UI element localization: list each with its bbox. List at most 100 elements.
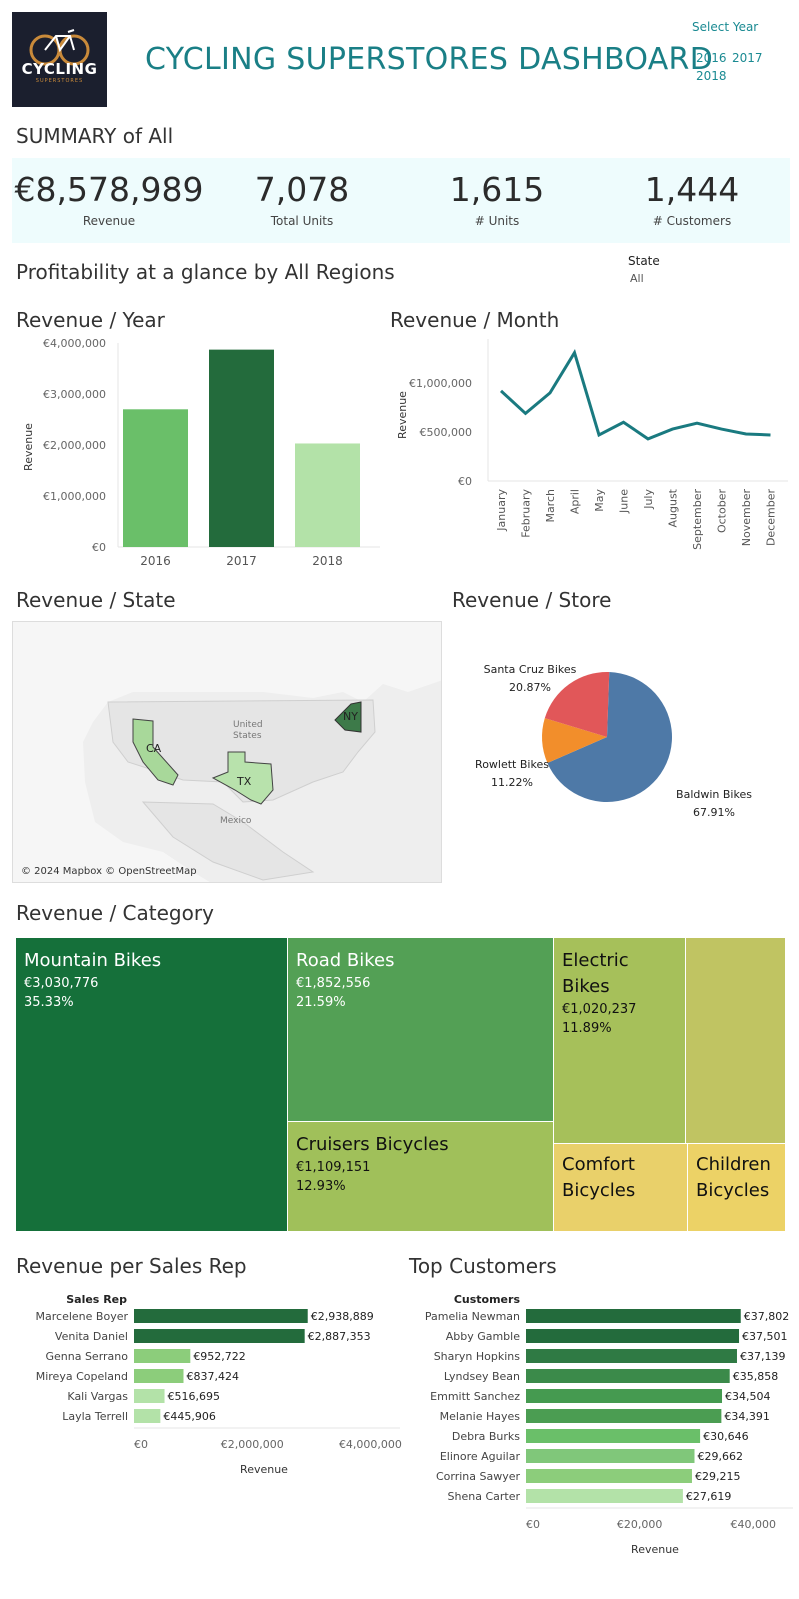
bar-layla-terrell[interactable] (134, 1409, 161, 1423)
kpi-units-value: 1,615 (449, 170, 545, 209)
y-tick-label: €500,000 (420, 426, 473, 439)
bar-venita-daniel[interactable] (134, 1329, 305, 1343)
bar-pamelia-newman[interactable] (526, 1309, 741, 1323)
pie-label-rowlett: Rowlett Bikes (475, 758, 549, 771)
year-bar-2017[interactable] (209, 349, 274, 547)
logo-subtext: SUPERSTORES (35, 78, 84, 84)
pie-slice-baldwin-bikes[interactable] (547, 672, 672, 802)
x-tick-label: €2,000,000 (221, 1438, 284, 1451)
kpi-revenue-value: €8,578,989 (14, 170, 204, 209)
pie-slice-santa-cruz-bikes[interactable] (544, 672, 610, 737)
bar-corrina-sawyer[interactable] (526, 1469, 692, 1483)
bar-lyndsey-bean[interactable] (526, 1369, 730, 1383)
bar-kali-vargas[interactable] (134, 1389, 165, 1403)
state-tx[interactable] (211, 751, 274, 805)
y-tick-label: €4,000,000 (43, 337, 106, 350)
year-bar-2016[interactable] (123, 409, 188, 547)
bar-shena-carter[interactable] (526, 1489, 683, 1503)
bar-genna-serrano[interactable] (134, 1349, 191, 1363)
bar-value-label: €445,906 (163, 1410, 216, 1423)
kpi-band: €8,578,989 Revenue 7,078 Total Units 1,6… (12, 158, 790, 243)
pie-pct-baldwin: 67.91% (693, 806, 735, 819)
map-label-states: States (233, 731, 262, 741)
x-tick-label: October (716, 489, 729, 533)
revenue-state-title: Revenue / State (16, 588, 176, 612)
x-tick-label: 2016 (140, 554, 171, 568)
kpi-revenue-label: Revenue (82, 214, 136, 228)
pie-label-santa-cruz: Santa Cruz Bikes (484, 663, 577, 676)
state-ny[interactable] (334, 701, 362, 733)
revenue-state-map[interactable]: CA TX NY United States Mexico © 2024 Map… (12, 621, 442, 883)
map-attribution[interactable]: © 2024 Mapbox © OpenStreetMap (21, 866, 197, 877)
x-tick-label: November (740, 489, 753, 547)
revenue-month-ylabel: Revenue (396, 391, 409, 439)
treemap-name: Comfort Bicycles (562, 1154, 636, 1201)
bar-row-label: Sharyn Hopkins (434, 1350, 521, 1363)
treemap-value: €1,020,237 (562, 1002, 637, 1017)
y-tick-label: €1,000,000 (409, 377, 472, 390)
x-tick-label: €40,000 (730, 1518, 776, 1531)
pie-slice-rowlett-bikes[interactable] (542, 718, 607, 763)
x-tick-label: May (593, 489, 606, 512)
bar-row-label: Melanie Hayes (440, 1410, 521, 1423)
bar-melanie-hayes[interactable] (526, 1409, 722, 1423)
treemap-cell-electric-bikes[interactable]: Electric Bikes €1,020,237 11.89% (554, 938, 686, 1144)
bar-value-label: €2,887,353 (308, 1330, 371, 1343)
bar-row-label: Pamelia Newman (425, 1310, 520, 1323)
treemap-value: €3,030,776 (24, 976, 99, 991)
bar-mireya-copeland[interactable] (134, 1369, 184, 1383)
sales-rep-title: Revenue per Sales Rep (16, 1254, 247, 1278)
treemap-cell-road-bikes[interactable]: Road Bikes €1,852,556 21.59% (288, 938, 554, 1122)
x-tick-label: 2017 (226, 554, 257, 568)
y-tick-label: €0 (92, 541, 106, 554)
kpi-customers-label: # Customers (652, 214, 732, 228)
revenue-category-title: Revenue / Category (16, 901, 214, 925)
state-filter-label: State (628, 254, 660, 268)
x-tick-label: September (691, 489, 704, 550)
treemap-cell-cruisers-bicycles[interactable]: Cruisers Bicycles €1,109,151 12.93% (288, 1122, 554, 1232)
bar-row-label: Kali Vargas (67, 1390, 128, 1403)
state-filter-value[interactable]: All (630, 272, 644, 285)
summary-title: SUMMARY of All (16, 124, 174, 148)
treemap-cell-children-bicycles[interactable]: Children Bicycles (688, 1144, 786, 1232)
treemap-name: Cruisers Bicycles (296, 1134, 449, 1155)
bar-value-label: €30,646 (703, 1430, 749, 1443)
x-tick-label: March (544, 489, 557, 523)
kpi-total-units-label: Total Units (270, 214, 334, 228)
treemap-cell-other[interactable] (686, 938, 786, 1144)
kpi-total-units-value: 7,078 (254, 170, 350, 209)
treemap-pct: 21.59% (296, 995, 346, 1010)
kpi-customers-value: 1,444 (644, 170, 740, 209)
bar-emmitt-sanchez[interactable] (526, 1389, 723, 1403)
bar-abby-gamble[interactable] (526, 1329, 740, 1343)
bar-value-label: €34,391 (724, 1410, 770, 1423)
treemap-cell-mountain-bikes[interactable]: Mountain Bikes €3,030,776 35.33% (16, 938, 288, 1232)
treemap-name: Electric Bikes (562, 950, 629, 997)
bar-elinore-aguilar[interactable] (526, 1449, 695, 1463)
treemap-pct: 35.33% (24, 995, 74, 1010)
revenue-year-title: Revenue / Year (16, 308, 165, 332)
bar-value-label: €34,504 (725, 1390, 771, 1403)
treemap-cell-comfort-bicycles[interactable]: Comfort Bicycles (554, 1144, 688, 1232)
year-bar-2018[interactable] (295, 443, 360, 547)
customers-xlabel: Revenue (631, 1543, 679, 1556)
bar-marcelene-boyer[interactable] (134, 1309, 308, 1323)
bar-debra-burks[interactable] (526, 1429, 701, 1443)
bar-value-label: €37,802 (744, 1310, 790, 1323)
x-tick-label: December (765, 489, 778, 547)
bar-value-label: €952,722 (193, 1350, 246, 1363)
bar-sharyn-hopkins[interactable] (526, 1349, 737, 1363)
treemap-value: €1,109,151 (296, 1160, 371, 1175)
revenue-category-treemap: Mountain Bikes €3,030,776 35.33% Road Bi… (16, 938, 786, 1232)
bar-row-label: Emmitt Sanchez (430, 1390, 520, 1403)
ocean-region (13, 622, 441, 882)
year-option-2017[interactable]: 2017 (732, 51, 763, 65)
year-option-2018[interactable]: 2018 (696, 69, 727, 83)
year-option-2016[interactable]: 2016 (696, 51, 727, 65)
x-tick-label: €0 (526, 1518, 540, 1531)
profitability-title: Profitability at a glance by All Regions (16, 260, 395, 284)
state-ca[interactable] (132, 718, 179, 786)
revenue-month-chart: Revenue €0 €500,000 €1,000,000 January Febr… (396, 339, 788, 550)
bar-value-label: €35,858 (733, 1370, 779, 1383)
x-tick-label: April (569, 489, 582, 514)
